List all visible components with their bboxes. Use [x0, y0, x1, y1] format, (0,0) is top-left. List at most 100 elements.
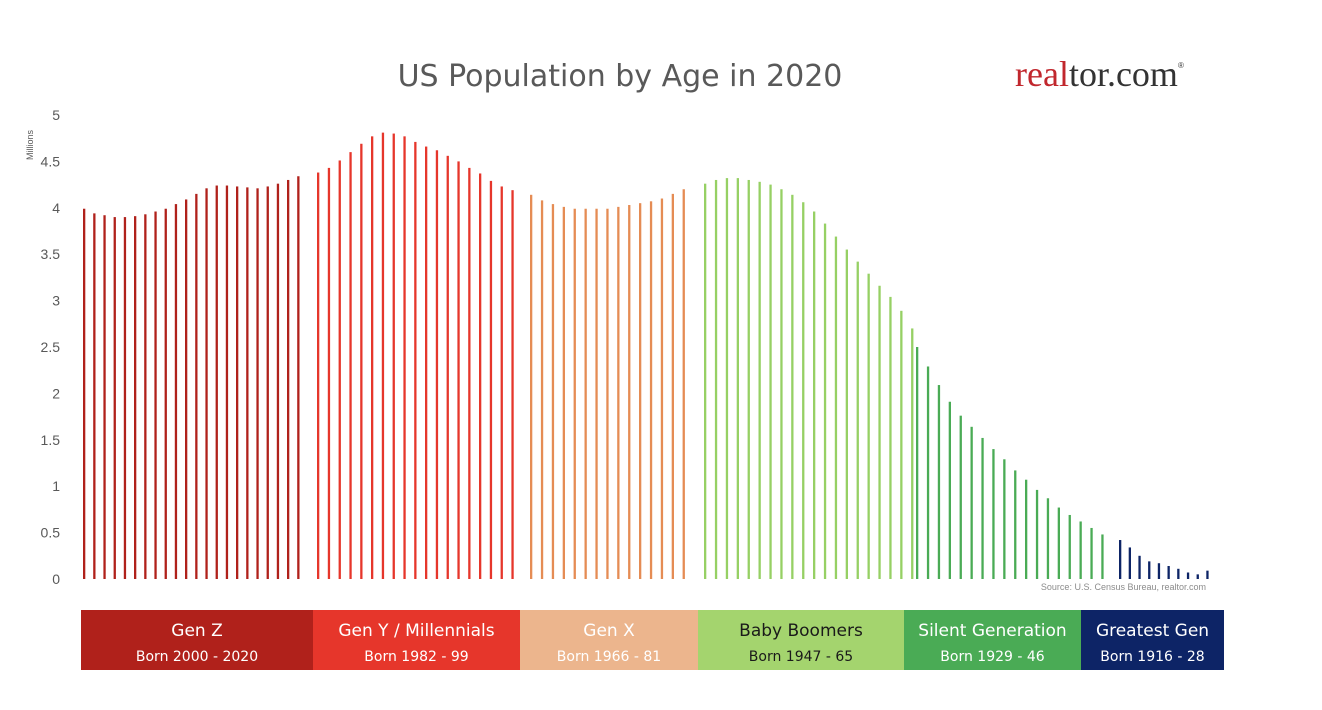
y-tick-label: 4 [52, 200, 60, 216]
bar [981, 437, 984, 579]
bar [916, 347, 919, 579]
chart-bars [83, 132, 1209, 580]
bar [1196, 574, 1199, 579]
bar [900, 310, 903, 579]
generation-segment-bg [81, 610, 313, 670]
bar [867, 273, 870, 579]
bar [911, 328, 914, 579]
generation-segment-bg [313, 610, 520, 670]
bar [1186, 572, 1190, 579]
bar [134, 216, 137, 580]
bar [992, 449, 995, 579]
bar-group [530, 189, 685, 580]
bar [205, 188, 208, 579]
bar-group [317, 132, 514, 580]
generation-born: Born 1947 - 65 [749, 649, 853, 665]
bar-group [704, 178, 914, 580]
bar [403, 136, 406, 579]
bar [714, 179, 718, 579]
bar [660, 198, 664, 579]
bar [584, 208, 587, 579]
y-tick-label: 5 [52, 107, 60, 123]
bar [649, 201, 653, 579]
generation-born: Born 2000 - 2020 [136, 649, 258, 665]
generation-born: Born 1982 - 99 [364, 649, 468, 665]
bar [573, 208, 576, 579]
bar [1046, 498, 1050, 579]
generation-name: Gen X [583, 621, 635, 641]
bar [1079, 521, 1082, 579]
bar [500, 186, 503, 579]
bar [551, 204, 555, 579]
bar [317, 172, 320, 579]
bar [769, 184, 772, 579]
bar [174, 204, 178, 579]
bar [540, 200, 544, 579]
bar [144, 214, 147, 579]
bar [1101, 534, 1104, 579]
generation-segment: Gen Y / Millennials Born 1982 - 99 [313, 610, 520, 670]
y-tick-label: 4.5 [41, 153, 61, 169]
generation-name: Gen Z [171, 621, 222, 641]
generation-segment: Silent Generation Born 1929 - 46 [904, 610, 1081, 670]
bar [1068, 514, 1071, 579]
bar [338, 160, 341, 580]
bar [970, 426, 973, 579]
bar [93, 213, 96, 580]
bar [1090, 527, 1093, 579]
bar [297, 176, 300, 580]
bar [639, 203, 642, 579]
bar [276, 183, 280, 579]
bar [154, 211, 157, 579]
bar [948, 401, 951, 579]
bar [595, 208, 598, 579]
bar [360, 143, 363, 579]
bar [1128, 547, 1131, 579]
bar [185, 199, 188, 579]
y-tick-label: 0 [52, 571, 60, 587]
bar [349, 152, 352, 579]
bar [392, 133, 395, 579]
generation-segment-bg [520, 610, 698, 670]
bar [457, 161, 460, 579]
generation-name: Silent Generation [918, 621, 1066, 641]
realtor-logo: realtor.com® [1015, 54, 1184, 94]
generation-segment-bg [904, 610, 1081, 670]
bar [1177, 568, 1180, 579]
bar [381, 132, 385, 579]
bar [1119, 540, 1122, 579]
bar [479, 173, 482, 580]
generation-segment: Gen Z Born 2000 - 2020 [81, 610, 313, 670]
bar [606, 208, 609, 579]
generation-born: Born 1966 - 81 [557, 649, 661, 665]
bar-group [1119, 540, 1209, 579]
bar [414, 141, 417, 580]
bar [725, 178, 729, 579]
bar [802, 202, 805, 579]
bar [468, 167, 471, 579]
bar [834, 236, 838, 579]
bar [671, 193, 674, 579]
bar [736, 178, 739, 579]
bar [1025, 479, 1028, 579]
bar [123, 217, 127, 579]
bar [435, 150, 439, 580]
bar [791, 194, 794, 580]
bar [747, 179, 750, 579]
bar [489, 180, 493, 579]
bar [530, 194, 533, 580]
bar [959, 415, 962, 579]
y-tick-label: 0.5 [41, 525, 61, 541]
generation-segment: Greatest Gen Born 1916 - 28 [1081, 610, 1224, 670]
generation-segment: Baby Boomers Born 1947 - 65 [698, 610, 904, 670]
y-tick-label: 3 [52, 293, 60, 309]
bar [845, 249, 848, 579]
y-tick-label: 1 [52, 478, 60, 494]
logo-text-real: real [1015, 54, 1069, 94]
bar [813, 211, 816, 579]
chart-title: US Population by Age in 2020 [398, 59, 843, 94]
bar [266, 186, 269, 579]
bar [327, 167, 331, 579]
bar [562, 206, 565, 579]
generation-born: Born 1929 - 46 [940, 649, 1044, 665]
